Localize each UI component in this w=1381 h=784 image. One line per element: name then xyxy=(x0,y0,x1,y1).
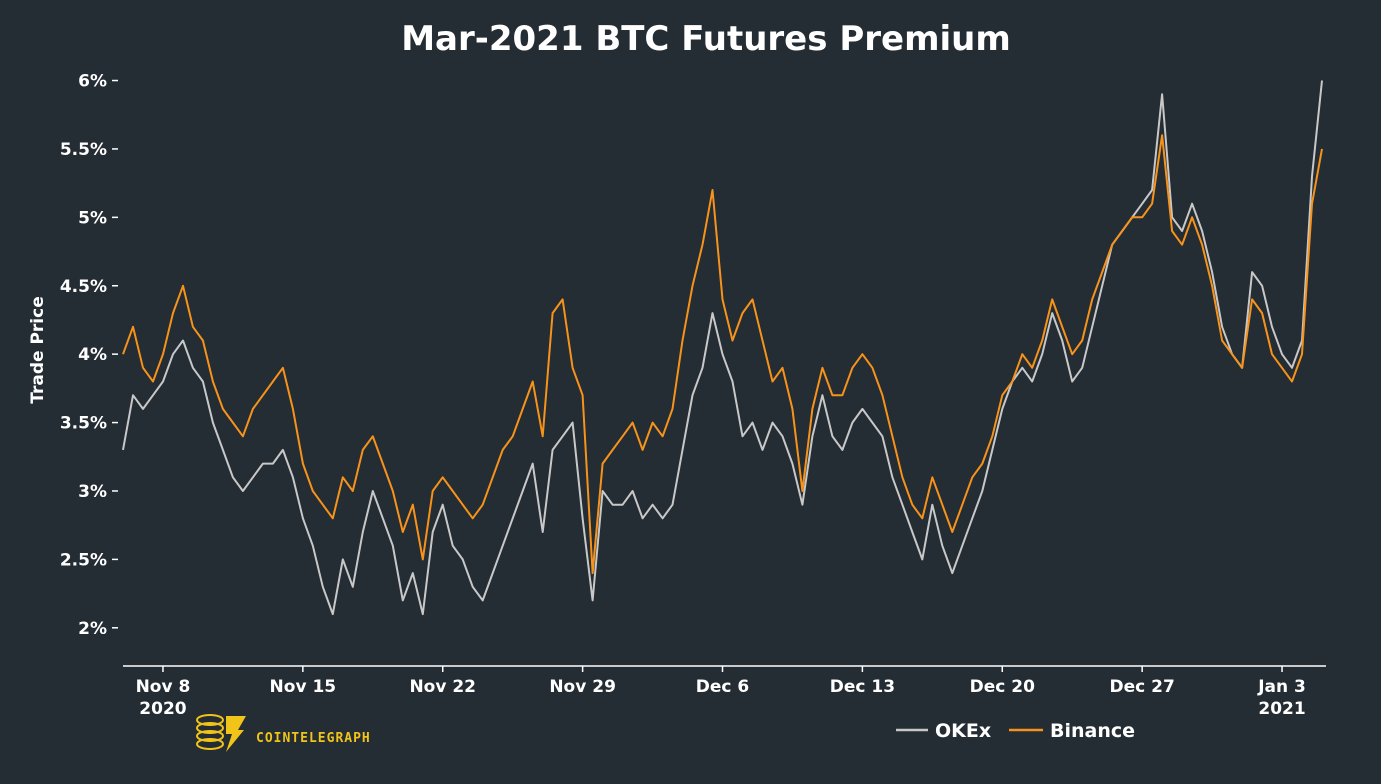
x-tick-label: Nov 15 xyxy=(270,677,337,697)
y-tick-label: 2% xyxy=(78,619,107,639)
y-axis: 2% 2.5% 3% 3.5% 4% 4.5% 5% 5.5% 6% xyxy=(60,72,118,639)
x-tick-label: Jan 3 xyxy=(1257,677,1306,697)
y-tick-label: 5.5% xyxy=(60,140,107,160)
series-group xyxy=(122,80,1323,616)
x-tick-label: Nov 8 xyxy=(136,677,191,697)
x-tick-year-label: 2020 xyxy=(139,699,186,719)
y-tick-label: 4.5% xyxy=(60,277,107,297)
x-tick-label: Dec 6 xyxy=(696,677,749,697)
x-tick-label: Nov 29 xyxy=(549,677,616,697)
x-tick-label: Dec 20 xyxy=(970,677,1035,697)
y-tick-label: 6% xyxy=(78,72,107,92)
y-tick-label: 2.5% xyxy=(60,550,107,570)
y-tick-label: 4% xyxy=(78,345,107,365)
legend: OKEx Binance xyxy=(896,720,1135,742)
legend-label-okex: OKEx xyxy=(935,720,991,742)
y-tick-label: 3.5% xyxy=(60,414,107,434)
y-axis-label: Trade Price xyxy=(28,296,48,403)
coin-stack-icon xyxy=(196,714,246,752)
series-line-binance xyxy=(122,134,1323,575)
chart-title: Mar-2021 BTC Futures Premium xyxy=(401,19,1011,59)
brand-logo: COINTELEGRAPH xyxy=(196,714,371,752)
x-tick-label: Dec 13 xyxy=(830,677,895,697)
brand-name: COINTELEGRAPH xyxy=(256,731,371,746)
legend-label-binance: Binance xyxy=(1050,720,1135,742)
x-tick-label: Nov 22 xyxy=(409,677,476,697)
y-tick-label: 5% xyxy=(78,208,107,228)
x-tick-label: Dec 27 xyxy=(1110,677,1175,697)
x-tick-year-label: 2021 xyxy=(1258,699,1305,719)
y-tick-label: 3% xyxy=(78,482,107,502)
